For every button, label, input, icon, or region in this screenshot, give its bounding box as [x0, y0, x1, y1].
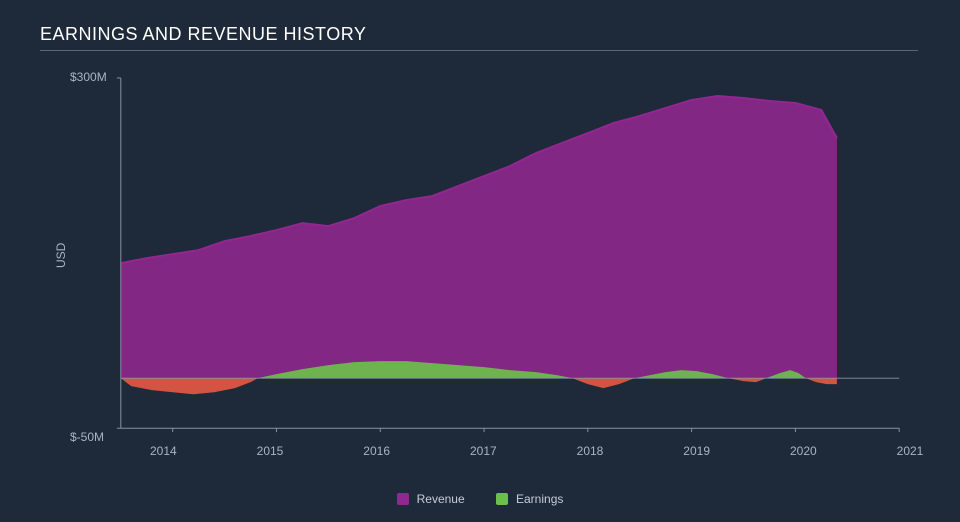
y-tick-max: $300M — [70, 70, 104, 84]
legend-swatch-revenue — [397, 493, 409, 505]
x-tick: 2016 — [363, 444, 390, 458]
x-tick: 2014 — [150, 444, 177, 458]
legend-swatch-earnings — [496, 493, 508, 505]
plot-svg — [110, 76, 910, 436]
x-tick: 2020 — [790, 444, 817, 458]
legend-item-revenue: Revenue — [397, 492, 465, 506]
legend: Revenue Earnings — [0, 492, 960, 508]
x-tick: 2017 — [470, 444, 497, 458]
plot-area — [110, 76, 910, 436]
chart-container: EARNINGS AND REVENUE HISTORY $300M $-50M… — [0, 0, 960, 522]
chart-area: $300M $-50M USD 201420152016201720182019… — [70, 58, 925, 458]
legend-label-revenue: Revenue — [417, 492, 465, 506]
x-tick: 2019 — [683, 444, 710, 458]
chart-title: EARNINGS AND REVENUE HISTORY — [40, 24, 366, 45]
y-tick-min: $-50M — [70, 430, 104, 444]
x-tick: 2015 — [257, 444, 284, 458]
title-underline — [40, 50, 918, 51]
legend-label-earnings: Earnings — [516, 492, 563, 506]
x-tick: 2021 — [897, 444, 924, 458]
y-axis-label: USD — [54, 243, 68, 268]
x-tick: 2018 — [577, 444, 604, 458]
legend-item-earnings: Earnings — [496, 492, 563, 506]
